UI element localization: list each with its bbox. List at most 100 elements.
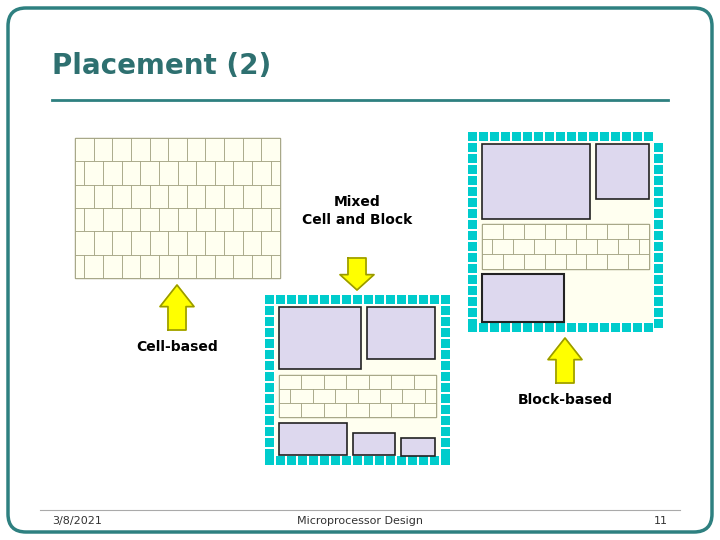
Bar (468, 286, 477, 295)
Bar (279, 389, 290, 403)
Bar (309, 295, 318, 304)
Bar (312, 389, 335, 403)
Bar (252, 255, 271, 278)
Bar (468, 132, 477, 141)
Bar (397, 295, 406, 304)
Bar (186, 185, 205, 208)
Bar (654, 176, 663, 185)
Bar (265, 350, 274, 359)
Bar (196, 255, 215, 278)
Bar (565, 224, 586, 239)
Bar (545, 132, 554, 141)
Bar (654, 253, 663, 262)
Bar (565, 254, 586, 269)
Bar (430, 295, 439, 304)
Bar (596, 144, 649, 199)
Bar (468, 220, 477, 229)
Bar (586, 254, 607, 269)
Bar (159, 208, 178, 231)
Bar (441, 383, 450, 392)
Bar (501, 132, 510, 141)
Bar (523, 323, 532, 332)
Bar (140, 255, 159, 278)
Bar (419, 456, 428, 465)
Bar (150, 231, 168, 255)
Polygon shape (548, 338, 582, 383)
Bar (534, 239, 555, 254)
Bar (490, 323, 499, 332)
Bar (468, 231, 477, 240)
Bar (94, 138, 112, 161)
Bar (335, 389, 358, 403)
Bar (391, 375, 413, 389)
Bar (607, 254, 628, 269)
Bar (122, 208, 140, 231)
Bar (103, 161, 122, 185)
Bar (265, 405, 274, 414)
Bar (84, 255, 103, 278)
Bar (186, 138, 205, 161)
Bar (544, 254, 565, 269)
Bar (298, 456, 307, 465)
Bar (353, 295, 362, 304)
Bar (265, 339, 274, 348)
Bar (265, 438, 274, 447)
Bar (224, 231, 243, 255)
Bar (468, 319, 477, 328)
Bar (441, 449, 450, 458)
Bar (275, 305, 440, 455)
Bar (131, 231, 150, 255)
Bar (75, 138, 280, 278)
Bar (287, 456, 296, 465)
Bar (654, 308, 663, 317)
Bar (654, 275, 663, 284)
Bar (408, 456, 417, 465)
Bar (654, 264, 663, 273)
Bar (353, 433, 395, 455)
Bar (331, 456, 340, 465)
Bar (478, 142, 653, 322)
Bar (168, 138, 186, 161)
Bar (402, 389, 425, 403)
Text: 11: 11 (654, 516, 668, 526)
Bar (482, 274, 564, 322)
Bar (468, 143, 477, 152)
Bar (243, 138, 261, 161)
Bar (567, 132, 576, 141)
Bar (320, 295, 329, 304)
Bar (479, 132, 488, 141)
Bar (75, 185, 94, 208)
Bar (186, 231, 205, 255)
Polygon shape (340, 258, 374, 290)
Bar (654, 165, 663, 174)
Bar (140, 161, 159, 185)
Bar (425, 389, 436, 403)
Bar (112, 185, 131, 208)
Bar (265, 449, 274, 458)
Bar (324, 403, 346, 417)
Bar (233, 161, 252, 185)
Bar (265, 328, 274, 337)
Bar (654, 209, 663, 218)
Bar (215, 161, 233, 185)
Bar (545, 323, 554, 332)
FancyBboxPatch shape (8, 8, 712, 532)
Bar (265, 361, 274, 370)
Bar (265, 456, 274, 465)
Bar (150, 185, 168, 208)
Bar (364, 295, 373, 304)
Bar (320, 456, 329, 465)
Bar (252, 161, 271, 185)
Bar (503, 254, 523, 269)
Bar (75, 161, 84, 185)
Bar (358, 389, 380, 403)
Bar (441, 438, 450, 447)
Bar (159, 255, 178, 278)
Bar (501, 323, 510, 332)
Bar (628, 254, 649, 269)
Bar (279, 375, 302, 389)
Bar (490, 132, 499, 141)
Bar (75, 208, 84, 231)
Bar (94, 185, 112, 208)
Text: 3/8/2021: 3/8/2021 (52, 516, 102, 526)
